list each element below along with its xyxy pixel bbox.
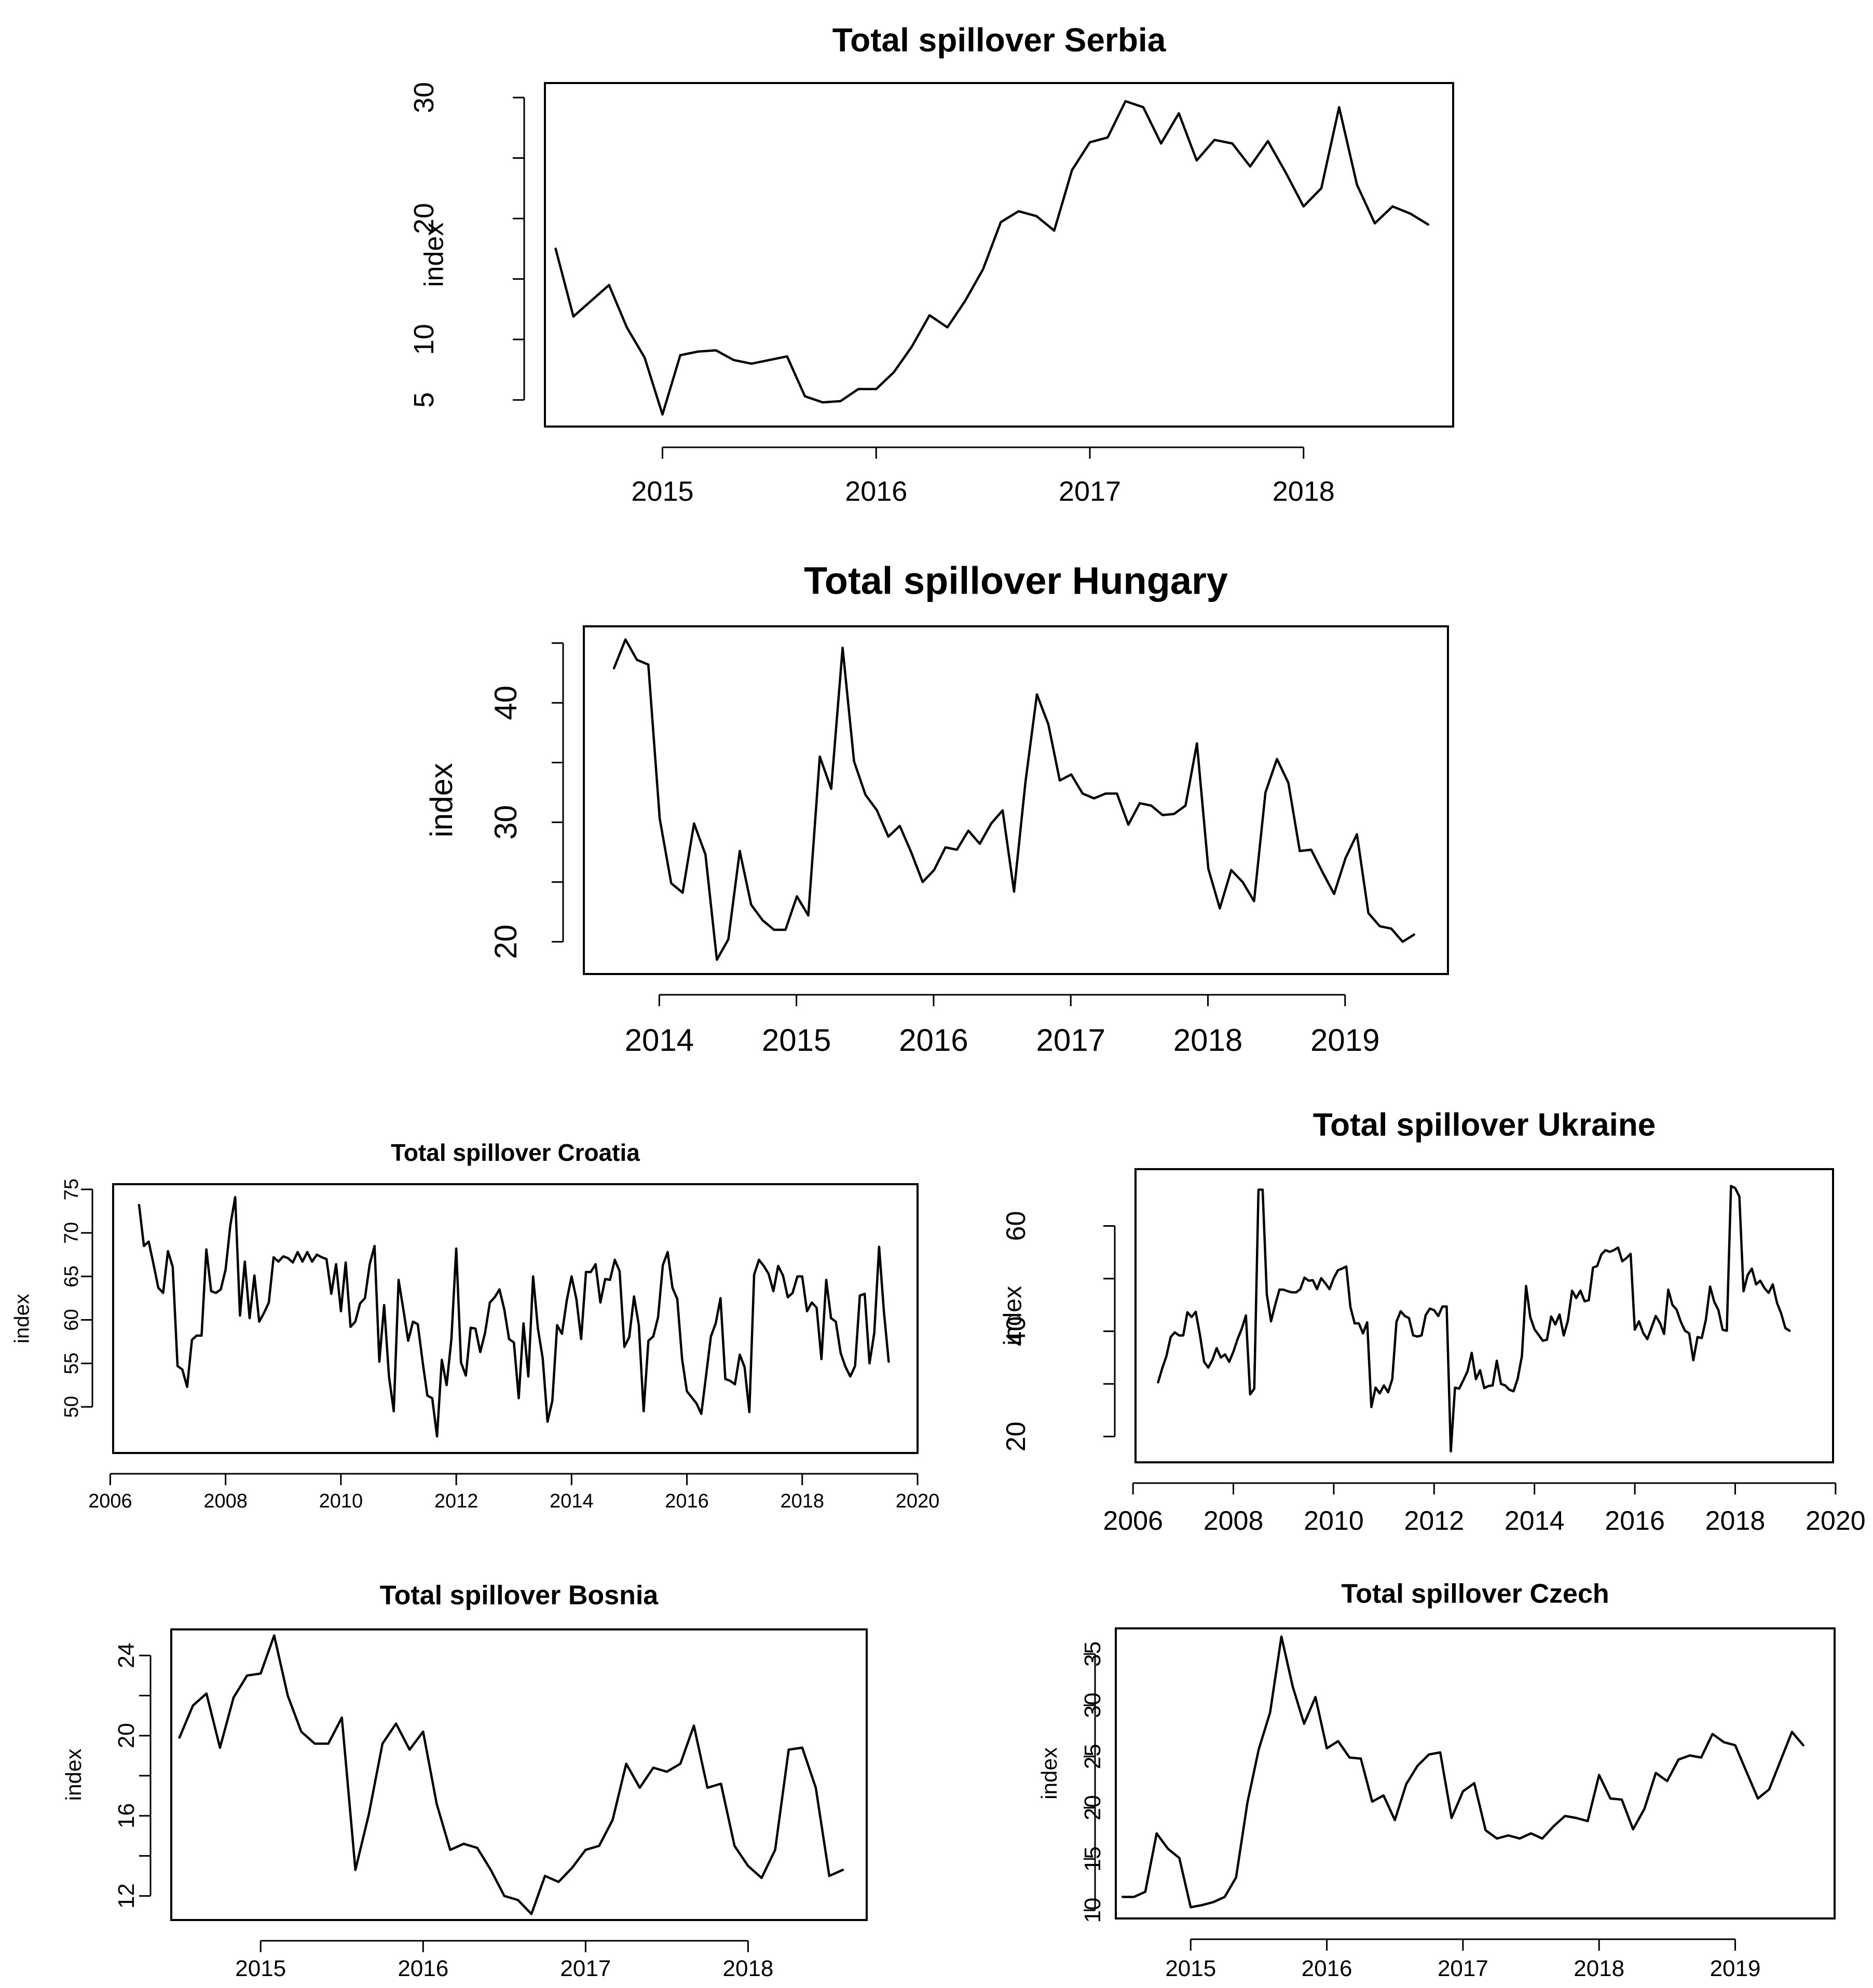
plot-frame [170,1628,868,1921]
plot-frame [544,82,1454,428]
y-tick-label: 30 [1080,1693,1105,1718]
x-tick-label: 2012 [434,1490,478,1512]
x-tick-label: 2006 [1103,1506,1163,1536]
x-tick-label: 2010 [1304,1506,1364,1536]
chart-ukraine: Total spillover Ukraine 2006 2008 2010 2012 2… [1000,1107,1866,1536]
x-tick-label: 2019 [1310,1023,1379,1058]
x-tick-label: 2012 [1404,1506,1464,1536]
x-tick-label: 2016 [1605,1506,1665,1536]
x-tick-label: 2008 [1204,1506,1264,1536]
x-tick-label: 2014 [625,1023,694,1058]
chart-title: Total spillover Croatia [391,1139,640,1166]
chart-hungary: Total spillover Hungary 2014 2015 2016 2017 2… [424,559,1449,1058]
x-tick-label: 2016 [899,1023,968,1058]
x-tick-label: 2016 [665,1490,709,1512]
x-tick-label: 2006 [88,1490,132,1512]
series-line-serbia [554,100,1430,416]
y-tick-label: 75 [61,1178,83,1200]
y-tick-label: 65 [61,1266,83,1287]
y-tick-label: 20 [408,203,440,234]
y-tick-label: 20 [488,924,523,959]
chart-title: Total spillover Ukraine [1313,1107,1656,1143]
y-tick-label: 16 [114,1803,139,1829]
y-tick-label: 35 [1080,1641,1105,1667]
x-tick-label: 2017 [1059,476,1121,507]
x-tick-label: 2015 [762,1023,831,1058]
y-tick-label: 24 [114,1643,139,1668]
plot-frame [1115,1627,1836,1920]
series-line-bosnia [178,1634,844,1915]
y-tick-label: 25 [1080,1744,1105,1769]
chart-title: Total spillover Hungary [804,559,1228,602]
x-tick-label: 2015 [1165,1956,1216,1981]
x-tick-label: 2015 [235,1956,286,1981]
y-axis-label: index [11,1294,34,1343]
y-axis-label: index [61,1749,86,1801]
series-line-czech [1121,1635,1804,1909]
y-tick-label: 20 [114,1723,139,1748]
y-tick-label: 40 [1001,1317,1031,1347]
x-tick-label: 2018 [723,1956,774,1981]
y-tick-label: 10 [408,324,440,355]
x-tick-label: 2018 [1705,1506,1766,1536]
y-axis-label: index [419,223,449,287]
y-tick-label: 30 [408,82,440,113]
series-line-ukraine [1157,1185,1791,1452]
x-tick-label: 2015 [631,476,693,507]
chart-croatia: Total spillover Croatia 2006 2008 2010 2012 2… [11,1139,940,1512]
x-tick-label: 2018 [781,1490,825,1512]
chart-title: Total spillover Czech [1341,1579,1609,1609]
y-tick-label: 60 [1001,1211,1031,1241]
y-tick-label: 20 [1080,1795,1105,1820]
x-tick-label: 2016 [398,1956,448,1981]
x-tick-label: 2017 [1036,1023,1105,1058]
x-tick-label: 2018 [1273,476,1335,507]
x-tick-label: 2008 [203,1490,248,1512]
y-tick-label: 70 [61,1222,83,1244]
x-tick-label: 2017 [560,1956,611,1981]
y-tick-label: 30 [488,805,523,840]
y-tick-label: 60 [61,1309,83,1331]
plot-frame [112,1183,919,1454]
y-tick-label: 50 [61,1396,83,1418]
y-axis-label: index [424,763,459,837]
chart-title: Total spillover Bosnia [380,1581,659,1611]
plot-frame [1134,1168,1834,1463]
series-line-croatia [138,1196,890,1438]
series-line-hungary [612,638,1415,961]
x-tick-label: 2016 [1302,1956,1352,1981]
x-tick-label: 2018 [1173,1023,1242,1058]
chart-title: Total spillover Serbia [832,21,1166,59]
x-tick-label: 2016 [845,476,907,507]
y-tick-label: 12 [114,1883,139,1909]
plot-frame [583,625,1449,975]
y-tick-label: 5 [408,392,440,408]
y-tick-label: 40 [488,685,523,720]
y-tick-label: 15 [1080,1846,1105,1872]
y-axis-label: index [1037,1747,1061,1799]
chart-serbia: Total spillover Serbia 2015 2016 2017 2018 5 1… [408,21,1454,507]
x-tick-label: 2020 [896,1490,940,1512]
y-axis-label: index [1000,1286,1027,1346]
y-tick-label: 20 [1001,1421,1031,1451]
x-tick-label: 2018 [1574,1956,1624,1981]
x-tick-label: 2019 [1710,1956,1761,1981]
x-tick-label: 2014 [1505,1506,1565,1536]
x-tick-label: 2020 [1806,1506,1866,1536]
y-tick-label: 10 [1080,1898,1105,1923]
x-tick-label: 2017 [1438,1956,1488,1981]
y-tick-label: 55 [61,1352,83,1374]
x-tick-label: 2010 [319,1490,363,1512]
x-tick-label: 2014 [550,1490,594,1512]
